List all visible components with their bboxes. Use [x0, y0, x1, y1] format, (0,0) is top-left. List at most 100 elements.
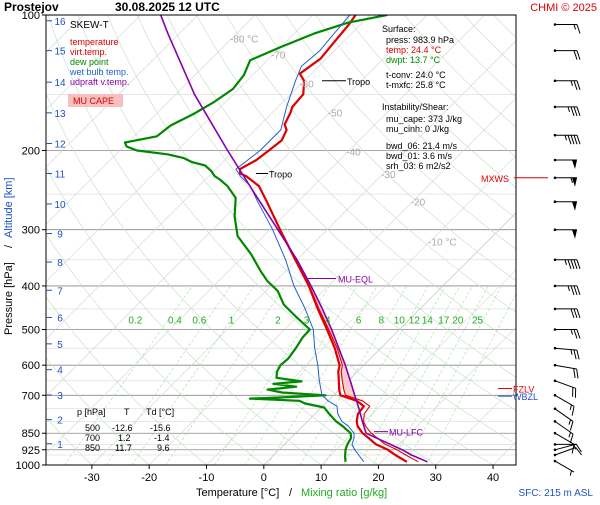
- wind-barb: [554, 177, 577, 187]
- pressure-tick-label: 400: [22, 281, 40, 293]
- pressure-tick-label: 850: [22, 428, 40, 440]
- altitude-tick-label: 5: [57, 340, 63, 351]
- wind-barb: [553, 445, 581, 464]
- wind-barb-station: [553, 448, 556, 451]
- mixing-ratio-label: 8: [378, 316, 384, 327]
- mxws-label: MXWS: [481, 174, 509, 184]
- table-header-p: p [hPa]: [77, 407, 106, 417]
- wind-barb-full: [572, 368, 577, 377]
- legend-item-dew-point: dew point: [70, 57, 109, 67]
- wind-barb: [554, 328, 580, 338]
- temperature-tick-label: 20: [372, 472, 384, 484]
- wind-barb-full: [577, 286, 580, 295]
- altitude-tick-label: 16: [54, 17, 66, 28]
- pressure-tick-label: 100: [22, 10, 40, 22]
- wind-barb-pennant: [572, 230, 577, 239]
- table-row-td: -1.4: [154, 433, 170, 443]
- mixing-ratio-line: [373, 286, 472, 465]
- series-layer: [125, 15, 428, 462]
- surface-temp: temp: 24.4 °C: [386, 45, 442, 55]
- wind-barb: [551, 459, 574, 476]
- isotherm-label: -10 °C: [428, 237, 456, 248]
- dry-adiabat: [553, 15, 600, 465]
- temperature-tick-label: -20: [141, 472, 157, 484]
- temperature-tick-label: -10: [199, 472, 215, 484]
- wind-barb-full: [574, 107, 577, 116]
- isotherm-label: -50: [328, 108, 343, 119]
- x-axis-title-mixing: Mixing ratio [g/kg]: [301, 487, 387, 499]
- table-row-td: -15.6: [150, 423, 171, 433]
- isotherm-label: -20: [411, 197, 426, 208]
- wind-barb-station: [554, 443, 557, 446]
- temperature-tick-label: 40: [487, 472, 499, 484]
- table-row-p: 700: [85, 433, 100, 443]
- legend: SKEW-T temperature virt.temp. dew point …: [68, 20, 129, 107]
- dry-adiabat: [345, 15, 600, 465]
- y-axis-title-separator: /: [3, 244, 15, 248]
- wind-barb-half: [565, 260, 567, 265]
- wind-barb-staff: [555, 461, 574, 472]
- table-row-t: -12.6: [112, 423, 133, 433]
- mixing-ratio-label: 10: [394, 316, 406, 327]
- table-header-td: Td [°C]: [146, 407, 174, 417]
- wind-barb-half: [574, 25, 576, 30]
- mixing-ratio-label: 17: [438, 316, 450, 327]
- altitude-tick-label: 10: [54, 200, 66, 211]
- mixing-ratio-line: [359, 286, 460, 465]
- table-row-p: 850: [85, 443, 100, 453]
- wind-barb: [554, 308, 580, 318]
- altitude-tick-label: 15: [54, 47, 66, 58]
- surface-tconv: t-conv: 24.0 °C: [386, 70, 446, 80]
- wind-barb-pennant: [572, 160, 577, 169]
- surface-tmxfc: t-mxfc: 25.8 °C: [386, 80, 446, 90]
- instability-srh03: srh_03: 6 m2/s2: [386, 161, 451, 171]
- instability-bwd01: bwd_01: 3.6 m/s: [386, 151, 453, 161]
- wind-barb-station: [554, 80, 557, 83]
- wind-barb: [554, 259, 580, 269]
- wind-barb-station: [554, 259, 557, 262]
- wind-barb-full: [577, 51, 580, 60]
- mixing-ratio-line: [166, 286, 285, 465]
- table-row-p: 500: [85, 423, 100, 433]
- level-table: p [hPa] T Td [°C] 500 -12.6 -15.6 700 1.…: [77, 407, 174, 453]
- wind-barb-staff: [555, 409, 573, 422]
- mixing-ratio-line: [406, 286, 502, 465]
- wind-barb-staff: [555, 381, 576, 389]
- mixing-ratio-label: 6: [356, 316, 362, 327]
- altitude-tick-label: 1: [57, 440, 63, 451]
- isotherm-label: -60: [299, 80, 314, 91]
- surface-press: press: 983.9 hPa: [386, 35, 454, 45]
- instability-bwd06: bwd_06: 21.4 m/s: [386, 141, 458, 151]
- wind-barb-pennant: [572, 202, 577, 211]
- wind-barb-full: [568, 260, 571, 269]
- wind-barb-station: [554, 134, 557, 137]
- wind-barb-station: [554, 328, 557, 331]
- wind-barb-half: [571, 81, 573, 86]
- wind-barb: [554, 134, 580, 144]
- mu-cape-label: MU CAPE: [73, 96, 114, 106]
- wind-barb-full: [574, 51, 577, 60]
- mu-eql-label: MU-EQL: [338, 274, 373, 284]
- isotherm-label: -70: [271, 51, 286, 62]
- wind-barb: [554, 23, 580, 33]
- pressure-tick-label: 500: [22, 325, 40, 337]
- isotherm-label: -40: [346, 147, 361, 158]
- wind-barb-full: [568, 421, 576, 430]
- wind-barb-half: [568, 107, 570, 112]
- mixing-ratio-label: 0.2: [128, 316, 142, 327]
- mixing-ratio-label: 1: [229, 316, 235, 327]
- wind-barb-full: [573, 350, 577, 359]
- surface-title: Surface:: [382, 24, 416, 34]
- instability-mucape: mu_cape: 373 J/kg: [386, 114, 462, 124]
- wind-barb-full: [577, 330, 580, 339]
- pressure-tick-label: 200: [22, 145, 40, 157]
- wind-barb: [554, 228, 577, 238]
- altitude-tick-label: 13: [54, 109, 66, 120]
- temperature-tick-label: 30: [430, 472, 442, 484]
- wind-barb: [554, 200, 577, 210]
- altitude-tick-label: 8: [57, 258, 63, 269]
- wind-barb-station: [554, 228, 557, 231]
- wind-barb-full: [571, 286, 574, 295]
- wind-barb-half: [571, 350, 573, 355]
